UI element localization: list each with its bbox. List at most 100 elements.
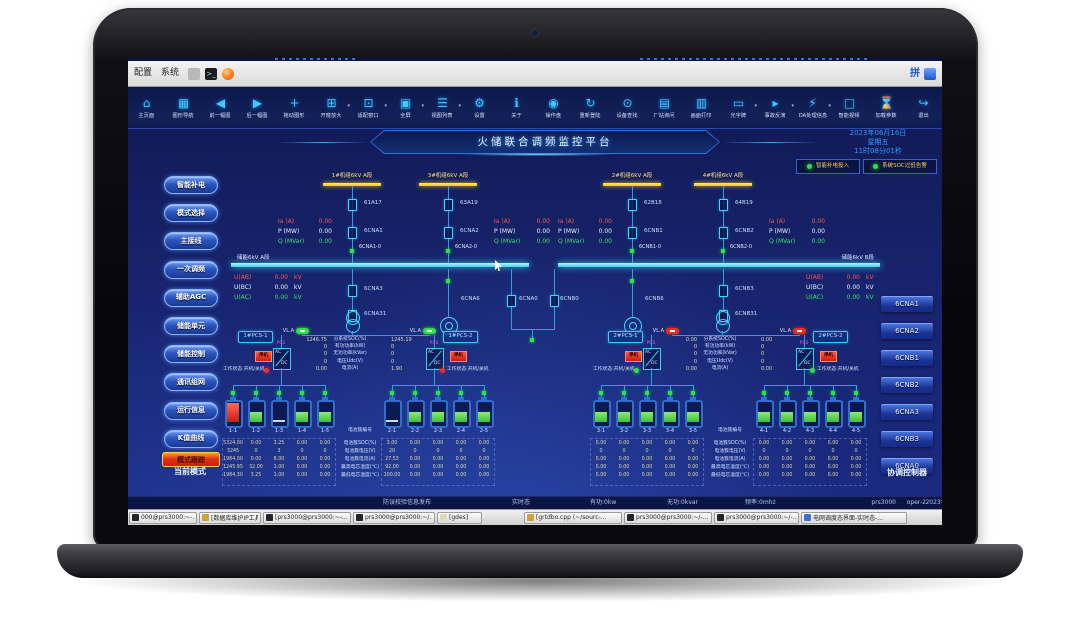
- alarm-indicator[interactable]: 系统SOC过低告警: [863, 159, 937, 174]
- toolbar-item-load-params[interactable]: ⌛ 加载参数: [868, 87, 905, 128]
- toolbar-item-print[interactable]: ▥ 画面打印: [683, 87, 720, 128]
- ime-icon[interactable]: [924, 67, 936, 80]
- chevron-down-icon[interactable]: ▾: [458, 103, 461, 109]
- breaker-64B19[interactable]: [719, 199, 728, 211]
- stop-button[interactable]: 停机: [820, 351, 837, 362]
- taskbar-window-button[interactable]: [grtdbo.cpp (~/sourc-...: [524, 511, 622, 524]
- sidebar-item-storage-control[interactable]: 储能控制: [164, 345, 218, 364]
- breaker-63A19[interactable]: [444, 199, 453, 211]
- sidebar-item-6cna2[interactable]: 6CNA2: [881, 323, 933, 339]
- sidebar-item-6cnb2[interactable]: 6CNB2: [881, 377, 933, 393]
- taskbar-window-button[interactable]: [gdes]: [437, 511, 482, 524]
- sidebar-item-main-wiring[interactable]: 主接线: [164, 232, 218, 251]
- pcs-unit-button[interactable]: 1#PCS-2: [443, 331, 478, 343]
- taskbar-window-button[interactable]: prs3000@prs3000:~/-...: [624, 511, 712, 524]
- battery-value: 0.00: [641, 465, 653, 470]
- menu-config[interactable]: 配置: [134, 68, 153, 78]
- app-icon[interactable]: [188, 67, 201, 80]
- terminal-icon[interactable]: >_: [205, 67, 218, 80]
- voltage-unit: kV: [866, 294, 874, 301]
- battery-value: 0: [831, 449, 835, 454]
- toolbar-item-pan[interactable]: + 拖动图形: [276, 87, 313, 128]
- breaker-6CNA2[interactable]: [444, 227, 453, 239]
- toolbar-item-station-query[interactable]: ▤ 厂站询问: [646, 87, 683, 128]
- toolbar-item-relogin[interactable]: ↻ 重新登陆: [572, 87, 609, 128]
- toolbar-item-graph-nav[interactable]: ▦ 图形导航: [165, 87, 202, 128]
- toolbar-item-home[interactable]: ⌂ 主页面: [128, 87, 165, 128]
- breaker-6CNA3[interactable]: [348, 285, 357, 297]
- vla-toggle[interactable]: [296, 328, 309, 334]
- breaker-6CNA0[interactable]: [507, 295, 516, 307]
- toolbar-item-device-search[interactable]: ⊙ 设备查找: [609, 87, 646, 128]
- toolbar-item-about[interactable]: ℹ 关于: [498, 87, 535, 128]
- toolbar-item-settings[interactable]: ⚙ 设置: [461, 87, 498, 128]
- sidebar-item-aux-agc[interactable]: 辅助AGC: [164, 288, 218, 307]
- toolbar-item-fullscreen[interactable]: ▣ 全屏 ▾: [387, 87, 424, 128]
- taskbar-window-button[interactable]: prs3000@prs3000:~/...: [353, 511, 435, 524]
- breaker-6CNB0[interactable]: [550, 295, 559, 307]
- sidebar-item-6cna3[interactable]: 6CNA3: [881, 404, 933, 420]
- taskbar-window-button[interactable]: 000@prs3000:~-..: [129, 511, 197, 524]
- stop-button[interactable]: 停机: [255, 351, 272, 362]
- firefox-icon[interactable]: [222, 67, 235, 80]
- toolbar-item-exit[interactable]: ↪ 退出: [905, 87, 942, 128]
- sidebar-item-comm-network[interactable]: 通讯组网: [164, 373, 218, 392]
- sidebar-item-6cnb1[interactable]: 6CNB1: [881, 350, 933, 366]
- toolbar-item-prev-image[interactable]: ◀ 前一幅图: [202, 87, 239, 128]
- taskbar-window-button[interactable]: [数据库维护IP工具]: [199, 511, 261, 524]
- chevron-down-icon[interactable]: ▾: [791, 103, 794, 109]
- sidebar-item-6cnb3[interactable]: 6CNB3: [881, 431, 933, 447]
- sidebar-item-primary-freq[interactable]: 一次调频: [164, 260, 218, 279]
- breaker-6CNB1[interactable]: [628, 227, 637, 239]
- sidebar-item-k-curve[interactable]: K值曲线: [164, 429, 218, 448]
- toolbar-item-light-board[interactable]: ▭ 光字牌 ▾: [720, 87, 757, 128]
- unit-busbar: [323, 183, 381, 186]
- toolbar-item-operation-panel[interactable]: ◉ 操作盘: [535, 87, 572, 128]
- stop-button[interactable]: 停机: [625, 351, 642, 362]
- vla-toggle[interactable]: [666, 328, 679, 334]
- current-mode-badge[interactable]: 模式跟踪: [162, 452, 220, 467]
- pcs-row-label: 有功功率(kW): [704, 344, 736, 350]
- breaker-62B18[interactable]: [628, 199, 637, 211]
- chevron-down-icon[interactable]: ▾: [384, 103, 387, 109]
- breaker-6CNB2[interactable]: [719, 227, 728, 239]
- toolbar-item-label: 操作盘: [545, 113, 562, 119]
- chevron-down-icon[interactable]: ▾: [421, 103, 424, 109]
- coordinator-controller-link[interactable]: 协调控制器: [887, 468, 927, 477]
- chevron-down-icon[interactable]: ▾: [754, 103, 757, 109]
- taskbar-window-button[interactable]: prs3000@prs3000:~/-..: [714, 511, 799, 524]
- pcs-unit-button[interactable]: 2#PCS-1: [608, 331, 643, 343]
- vla-toggle[interactable]: [423, 328, 436, 334]
- breaker-61A17[interactable]: [348, 199, 357, 211]
- toolbar-item-fit-window[interactable]: ⊡ 适配窗口 ▾: [350, 87, 387, 128]
- toolbar-item-view-list[interactable]: ☰ 视图列表 ▾: [424, 87, 461, 128]
- vla-toggle[interactable]: [793, 328, 806, 334]
- chevron-down-icon[interactable]: ▾: [347, 103, 350, 109]
- menu-system[interactable]: 系统: [161, 68, 180, 78]
- toolbar-item-next-image[interactable]: ▶ 后一幅图: [239, 87, 276, 128]
- taskbar-window-label: [gdes]: [449, 514, 469, 521]
- alarm-indicator[interactable]: 智能补电投入: [796, 159, 860, 174]
- stop-button[interactable]: 停机: [450, 351, 467, 362]
- toolbar-item-da-info[interactable]: ⚡ DA处理信息 ▾: [794, 87, 831, 128]
- sidebar-item-6cna0[interactable]: 6CNA0: [881, 458, 933, 474]
- sidebar-item-runtime-info[interactable]: 运行信息: [164, 401, 218, 420]
- toolbar-item-smart-video[interactable]: □ 智能视频: [831, 87, 868, 128]
- sidebar-item-6cna1[interactable]: 6CNA1: [881, 296, 933, 312]
- breaker-6CNA1[interactable]: [348, 227, 357, 239]
- ime-indicator[interactable]: 拼: [910, 67, 920, 79]
- breaker-6CNB3[interactable]: [719, 285, 728, 297]
- sidebar-item-mode-select[interactable]: 模式选择: [164, 204, 218, 223]
- pcs-unit-button[interactable]: 1#PCS-1: [238, 331, 273, 343]
- toolbar-item-incident-replay[interactable]: ▸ 事故反演 ▾: [757, 87, 794, 128]
- battery-value: 0: [413, 449, 417, 454]
- chevron-down-icon[interactable]: ▾: [828, 103, 831, 109]
- toolbar-item-zoom-window[interactable]: ⊞ 开窗放大 ▾: [313, 87, 350, 128]
- taskbar-window-button[interactable]: 电网调度态界面-实时态-...: [801, 511, 907, 524]
- sidebar-item-storage-unit[interactable]: 储能单元: [164, 317, 218, 335]
- pcs-unit-button[interactable]: 2#PCS-2: [813, 331, 848, 343]
- taskbar-window-button[interactable]: [prs3000@prs3000:~-...: [263, 511, 351, 524]
- pcs-converter: AC DC: [796, 348, 814, 370]
- battery-row-label: 最高电芯温度(℃): [341, 465, 379, 470]
- sidebar-item-smart-recharge[interactable]: 智能补电: [164, 176, 218, 194]
